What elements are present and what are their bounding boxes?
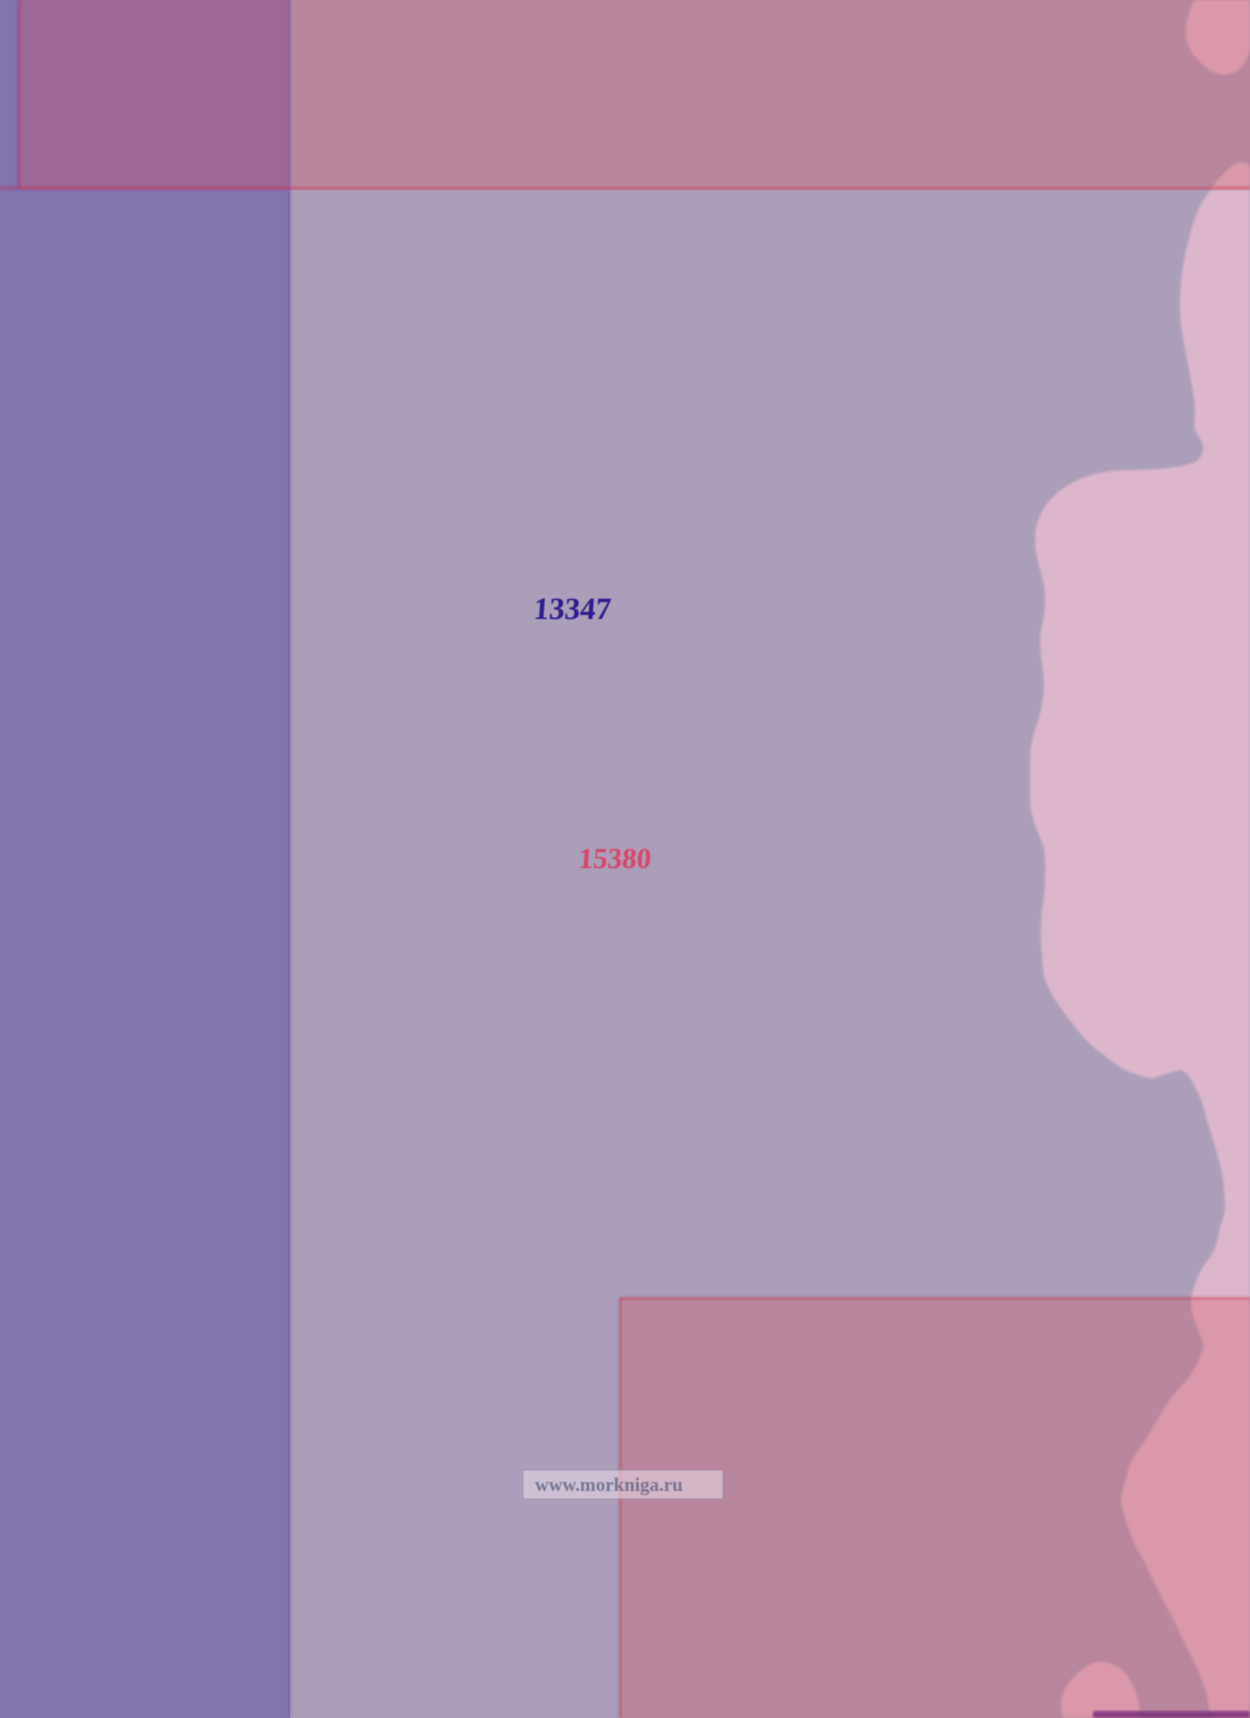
- svg-text:13347: 13347: [533, 591, 613, 626]
- svg-text:15380: 15380: [578, 843, 653, 875]
- svg-text:www.morkniga.ru: www.morkniga.ru: [535, 1475, 683, 1496]
